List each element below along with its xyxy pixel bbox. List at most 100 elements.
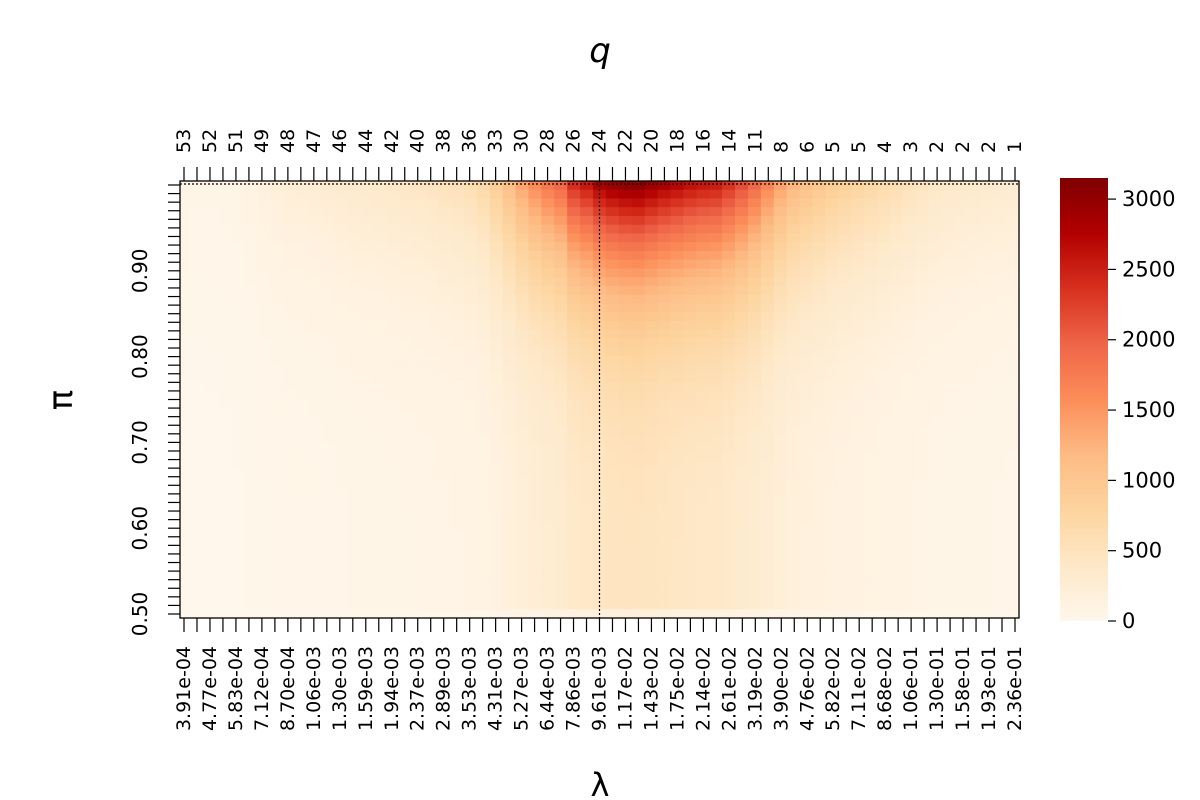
heatmap-cell: [541, 207, 555, 217]
heatmap-cell: [683, 495, 697, 505]
heatmap-cell: [257, 364, 271, 374]
heatmap-cell: [1006, 285, 1020, 296]
heatmap-cell: [386, 583, 401, 593]
heatmap-cell: [825, 539, 839, 549]
heatmap-cell: [528, 556, 543, 567]
heatmap-cell: [967, 399, 981, 409]
heatmap-cell: [605, 416, 620, 427]
heatmap-cell: [799, 521, 814, 532]
heatmap-cell: [709, 347, 723, 357]
heatmap-cell: [541, 277, 555, 287]
heatmap-cell: [683, 207, 697, 217]
heatmap-cell: [347, 486, 362, 497]
heatmap-cell: [244, 189, 259, 200]
heatmap-cell: [580, 338, 594, 348]
heatmap-cell: [618, 478, 633, 488]
heatmap-cell: [412, 329, 426, 339]
heatmap-cell: [463, 591, 478, 602]
heatmap-cell: [476, 285, 491, 296]
heatmap-cell: [502, 416, 517, 427]
heatmap-cell: [851, 198, 865, 208]
heatmap-cell: [541, 347, 555, 357]
heatmap-cell: [941, 583, 956, 593]
heatmap-cell: [321, 198, 336, 208]
heatmap-cell: [244, 583, 259, 593]
heatmap-cell: [696, 434, 710, 444]
heatmap-cell: [192, 338, 207, 348]
heatmap-cell: [696, 556, 710, 567]
heatmap-cell: [799, 347, 814, 357]
heatmap-cell: [709, 583, 723, 593]
heatmap-cell: [231, 355, 246, 366]
heatmap-cell: [657, 425, 672, 436]
heatmap-cell: [889, 609, 904, 619]
heatmap-cell: [864, 320, 878, 331]
heatmap-cell: [399, 338, 413, 348]
heatmap-cell: [283, 347, 297, 357]
heatmap-cell: [425, 521, 439, 532]
heatmap-cell: [851, 530, 865, 540]
heatmap-cell: [567, 250, 581, 261]
heatmap-cell: [580, 329, 594, 339]
heatmap-cell: [476, 364, 491, 374]
x-tick-label: 3.90e-02: [770, 646, 792, 731]
heatmap-cell: [838, 329, 852, 339]
heatmap-cell: [502, 609, 517, 619]
heatmap-cell: [941, 408, 956, 418]
heatmap-cell: [515, 504, 530, 514]
heatmap-cell: [670, 460, 684, 471]
heatmap-cell: [773, 451, 788, 462]
heatmap-cell: [541, 312, 555, 322]
heatmap-cell: [618, 320, 633, 331]
heatmap-cell: [386, 259, 401, 269]
heatmap-cell: [877, 285, 891, 296]
colorbar-tick-label: 0: [1122, 609, 1135, 633]
heatmap-cell: [877, 460, 891, 471]
heatmap-cell: [928, 399, 943, 409]
heatmap-cell: [747, 460, 762, 471]
heatmap-cell: [747, 355, 762, 366]
heatmap-cell: [463, 469, 478, 479]
heatmap-cell: [347, 591, 362, 602]
heatmap-cell: [915, 329, 930, 339]
heatmap-cell: [321, 364, 336, 374]
heatmap-cell: [244, 530, 259, 540]
heatmap-cell: [231, 530, 246, 540]
heatmap-cell: [657, 504, 672, 514]
heatmap-cell: [696, 329, 710, 339]
x-tick-label: 2.61e-02: [718, 646, 740, 731]
heatmap-cell: [993, 259, 1007, 269]
heatmap-cell: [825, 198, 839, 208]
heatmap-cell: [605, 548, 620, 558]
heatmap-cell: [683, 416, 697, 427]
heatmap-cell: [399, 355, 413, 366]
heatmap-cell: [812, 521, 826, 532]
heatmap-cell: [967, 600, 981, 610]
heatmap-cell: [528, 504, 543, 514]
heatmap-cell: [321, 181, 336, 191]
heatmap-cell: [915, 504, 930, 514]
heatmap-cell: [257, 495, 271, 505]
heatmap-cell: [231, 329, 246, 339]
heatmap-cell: [192, 268, 207, 278]
heatmap-cell: [347, 312, 362, 322]
heatmap-cell: [373, 364, 388, 374]
heatmap-cell: [309, 242, 323, 252]
heatmap-cell: [451, 181, 465, 191]
heatmap-cell: [515, 285, 530, 296]
heatmap-cell: [889, 548, 904, 558]
heatmap-cell: [644, 189, 659, 200]
heatmap-cell: [283, 294, 297, 304]
heatmap-cell: [799, 548, 814, 558]
heatmap-cell: [244, 355, 259, 366]
heatmap-cell: [993, 303, 1007, 313]
heatmap-cell: [412, 539, 426, 549]
heatmap-cell: [851, 207, 865, 217]
heatmap-cell: [399, 364, 413, 374]
heatmap-cell: [192, 556, 207, 567]
heatmap-cell: [760, 530, 775, 540]
heatmap-cell: [205, 460, 220, 471]
heatmap-cell: [192, 233, 207, 243]
heatmap-cell: [270, 303, 284, 313]
heatmap-cell: [683, 443, 697, 453]
